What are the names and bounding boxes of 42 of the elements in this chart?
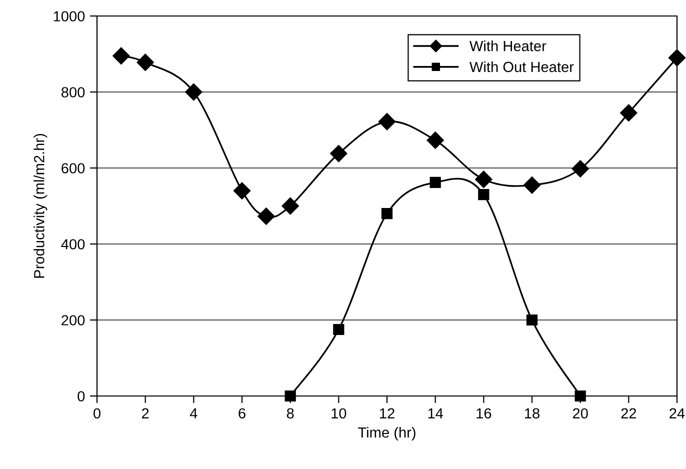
x-tick-label: 6 <box>238 408 246 419</box>
point <box>378 113 396 130</box>
point <box>620 104 638 122</box>
point <box>258 208 275 225</box>
point <box>430 176 441 188</box>
y-tick-label: 0 <box>78 391 85 402</box>
point <box>333 324 344 336</box>
point <box>572 160 589 178</box>
x-tick-label: 2 <box>142 408 149 418</box>
x-tick-label: 18 <box>525 408 540 419</box>
x-tick-label: 12 <box>380 408 394 418</box>
x-tick-label: 8 <box>286 408 294 419</box>
y-tick-label: 800 <box>62 87 85 98</box>
legend-label: With Out Heater <box>469 61 574 72</box>
y-tick-label: 200 <box>62 315 85 326</box>
x-tick-label: 4 <box>190 408 198 418</box>
point <box>136 54 154 71</box>
point <box>523 176 541 194</box>
x-tick-label: 0 <box>94 408 100 419</box>
y-tick-label: 600 <box>62 163 85 174</box>
point <box>112 47 130 64</box>
legend-label: With Heater <box>469 40 546 52</box>
point <box>381 208 393 220</box>
point <box>282 197 299 215</box>
point <box>185 83 202 101</box>
x-tick-label: 20 <box>572 408 588 419</box>
point <box>330 145 348 162</box>
point <box>233 182 251 200</box>
x-tick-label: 16 <box>476 408 492 419</box>
point <box>475 170 492 188</box>
point <box>478 189 490 200</box>
y-tick-label: 1000 <box>54 11 85 22</box>
x-tick-label: 14 <box>428 408 444 418</box>
x-tick-label: 10 <box>332 408 346 419</box>
y-axis-title: Productivity (ml/m2.hr) <box>34 134 48 278</box>
x-tick-label: 22 <box>621 408 636 418</box>
x-axis-title: Time (hr) <box>358 426 416 441</box>
point <box>426 132 444 149</box>
x-tick-label: 24 <box>670 408 685 418</box>
point <box>526 314 538 326</box>
y-tick-label: 400 <box>61 239 85 250</box>
point <box>668 49 686 66</box>
